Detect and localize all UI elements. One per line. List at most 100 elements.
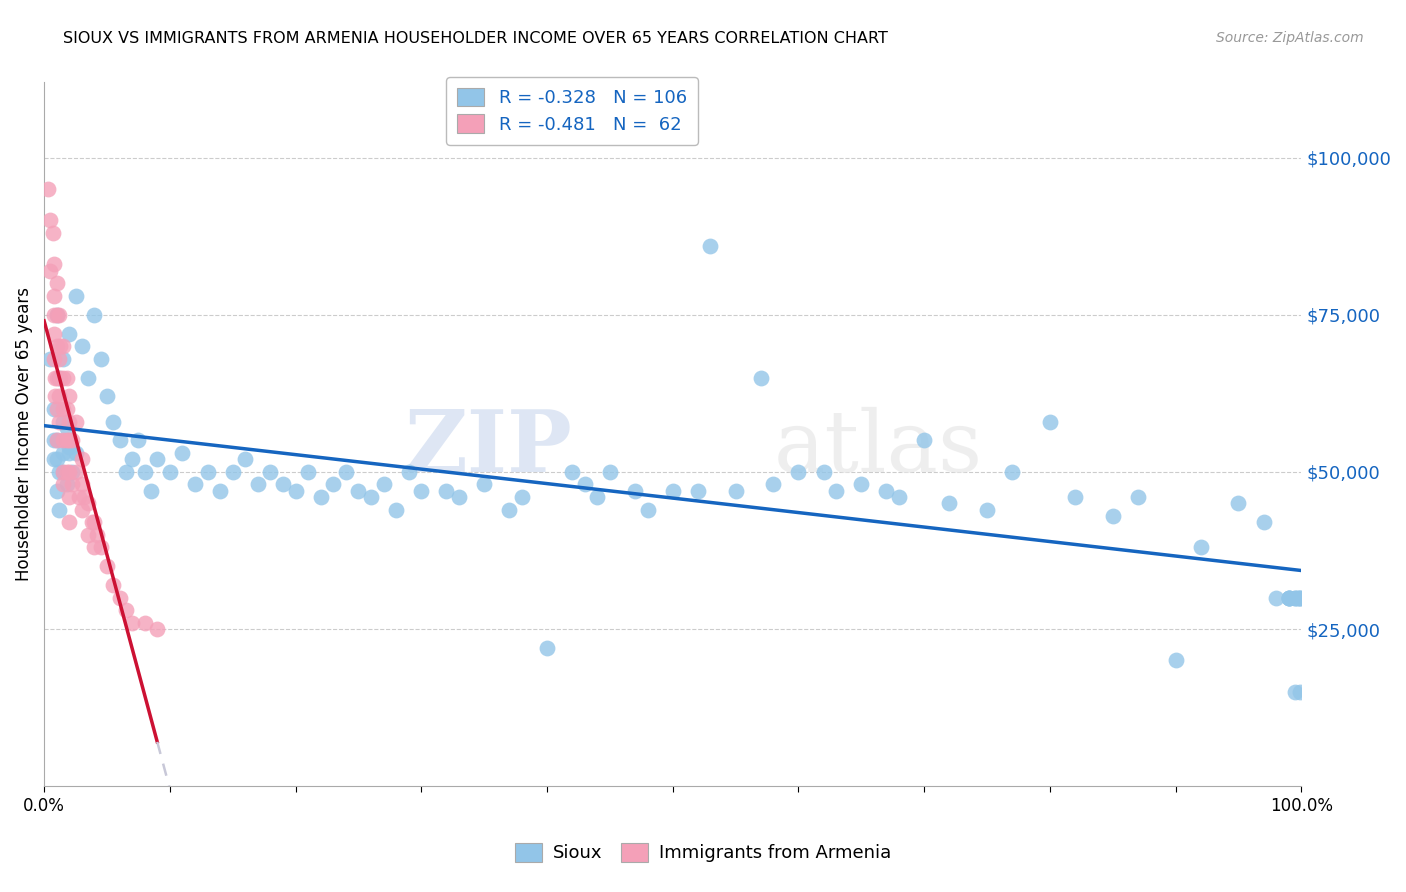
Point bbox=[121, 452, 143, 467]
Point bbox=[39, 213, 62, 227]
Point bbox=[65, 415, 87, 429]
Point bbox=[259, 465, 281, 479]
Point bbox=[813, 465, 835, 479]
Point bbox=[1278, 591, 1301, 605]
Point bbox=[510, 490, 533, 504]
Point bbox=[70, 502, 93, 516]
Point bbox=[44, 351, 66, 366]
Point bbox=[1278, 591, 1301, 605]
Point bbox=[52, 339, 75, 353]
Point bbox=[45, 308, 67, 322]
Point bbox=[172, 446, 194, 460]
Point bbox=[67, 490, 90, 504]
Point bbox=[1001, 465, 1024, 479]
Point bbox=[42, 226, 65, 240]
Point bbox=[1289, 591, 1312, 605]
Point bbox=[60, 477, 83, 491]
Point bbox=[55, 465, 77, 479]
Point bbox=[48, 502, 70, 516]
Point bbox=[1101, 508, 1123, 523]
Point bbox=[434, 483, 457, 498]
Point bbox=[52, 446, 75, 460]
Point bbox=[209, 483, 232, 498]
Point bbox=[52, 465, 75, 479]
Point bbox=[912, 434, 935, 448]
Point bbox=[58, 434, 80, 448]
Point bbox=[246, 477, 269, 491]
Point bbox=[44, 257, 66, 271]
Point bbox=[45, 277, 67, 291]
Point bbox=[1284, 591, 1306, 605]
Point bbox=[55, 434, 77, 448]
Point bbox=[146, 622, 169, 636]
Point bbox=[45, 402, 67, 417]
Point bbox=[58, 326, 80, 341]
Point bbox=[52, 402, 75, 417]
Point bbox=[96, 389, 118, 403]
Point bbox=[233, 452, 256, 467]
Point bbox=[146, 452, 169, 467]
Point bbox=[411, 483, 433, 498]
Point bbox=[49, 339, 72, 353]
Point bbox=[44, 389, 66, 403]
Point bbox=[58, 440, 80, 454]
Point bbox=[55, 477, 77, 491]
Point bbox=[58, 415, 80, 429]
Point bbox=[398, 465, 420, 479]
Point bbox=[44, 326, 66, 341]
Point bbox=[184, 477, 207, 491]
Point bbox=[86, 527, 108, 541]
Point bbox=[1164, 653, 1187, 667]
Point bbox=[976, 502, 998, 516]
Point bbox=[49, 370, 72, 384]
Point bbox=[39, 263, 62, 277]
Point bbox=[197, 465, 219, 479]
Point bbox=[787, 465, 810, 479]
Point bbox=[472, 477, 495, 491]
Point bbox=[661, 483, 683, 498]
Point bbox=[1286, 591, 1309, 605]
Point bbox=[70, 339, 93, 353]
Point bbox=[134, 465, 156, 479]
Point bbox=[1289, 685, 1312, 699]
Point bbox=[58, 490, 80, 504]
Point bbox=[271, 477, 294, 491]
Point bbox=[83, 515, 105, 529]
Point bbox=[561, 465, 583, 479]
Point bbox=[360, 490, 382, 504]
Point bbox=[108, 434, 131, 448]
Point bbox=[1278, 591, 1301, 605]
Point bbox=[159, 465, 181, 479]
Point bbox=[284, 483, 307, 498]
Text: SIOUX VS IMMIGRANTS FROM ARMENIA HOUSEHOLDER INCOME OVER 65 YEARS CORRELATION CH: SIOUX VS IMMIGRANTS FROM ARMENIA HOUSEHO… bbox=[63, 31, 889, 46]
Point bbox=[599, 465, 621, 479]
Point bbox=[322, 477, 344, 491]
Point bbox=[221, 465, 243, 479]
Point bbox=[1126, 490, 1149, 504]
Point bbox=[1227, 496, 1250, 510]
Point bbox=[447, 490, 470, 504]
Point bbox=[48, 415, 70, 429]
Point bbox=[134, 615, 156, 630]
Point bbox=[44, 452, 66, 467]
Legend: R = -0.328   N = 106, R = -0.481   N =  62: R = -0.328 N = 106, R = -0.481 N = 62 bbox=[447, 77, 697, 145]
Point bbox=[574, 477, 596, 491]
Point bbox=[1289, 591, 1312, 605]
Point bbox=[938, 496, 960, 510]
Text: Source: ZipAtlas.com: Source: ZipAtlas.com bbox=[1216, 31, 1364, 45]
Point bbox=[58, 389, 80, 403]
Point bbox=[45, 452, 67, 467]
Point bbox=[851, 477, 873, 491]
Point bbox=[58, 515, 80, 529]
Point bbox=[44, 370, 66, 384]
Point bbox=[77, 527, 100, 541]
Point bbox=[48, 389, 70, 403]
Point bbox=[60, 465, 83, 479]
Point bbox=[65, 465, 87, 479]
Point bbox=[1284, 685, 1306, 699]
Point bbox=[48, 351, 70, 366]
Point bbox=[77, 496, 100, 510]
Point bbox=[73, 490, 96, 504]
Point bbox=[887, 490, 910, 504]
Point bbox=[686, 483, 709, 498]
